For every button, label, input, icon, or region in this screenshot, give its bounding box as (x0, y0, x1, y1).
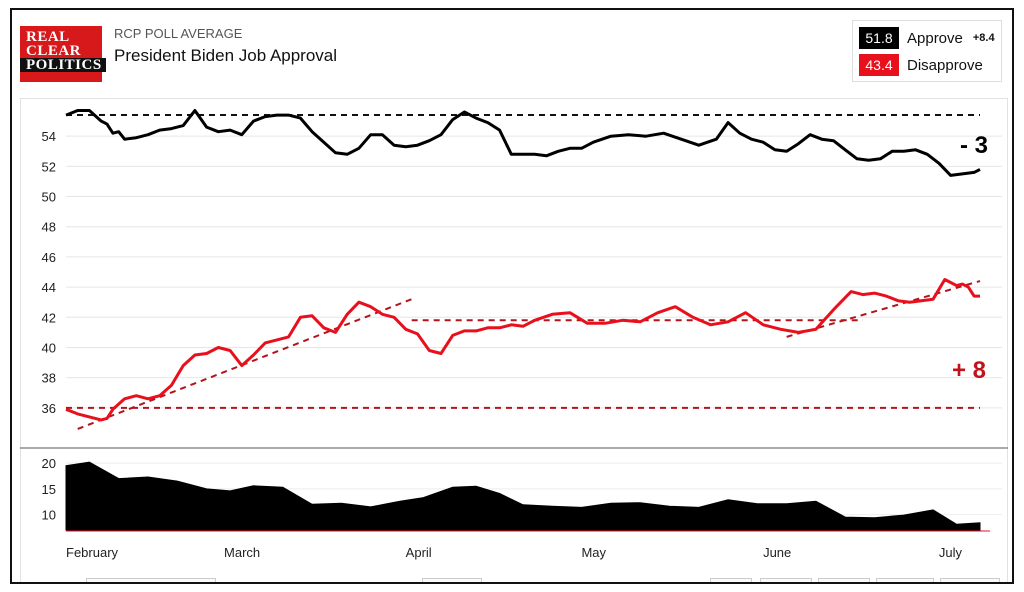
x-axis-labels: February March April May June July (66, 545, 962, 560)
legend-disapprove[interactable]: 43.4 Disapprove (859, 54, 983, 76)
spread-area (65, 461, 981, 531)
annotations: - 3 + 8 (952, 132, 988, 384)
chart-svg[interactable]: 36 38 40 42 44 46 48 50 52 54 10 15 20 February Marc… (12, 10, 1014, 584)
legend: 51.8 Approve +8.4 43.4 Disapprove (852, 20, 1002, 82)
y-tick-label: 52 (42, 159, 56, 174)
annotation: + 8 (952, 357, 986, 384)
spread-value: +8.4 (972, 32, 995, 44)
x-tick-label: February (66, 545, 119, 560)
range-stub[interactable] (422, 578, 482, 582)
y-tick-label: 38 (42, 371, 56, 386)
series-line-approve (65, 109, 981, 177)
series-lines (65, 109, 981, 422)
y-tick-label: 48 (42, 220, 56, 235)
chart-frame: REAL CLEAR POLITICS RCP POLL AVERAGE Pre… (10, 8, 1014, 584)
spread-tick-label: 10 (42, 508, 56, 523)
poll-average-label: RCP POLL AVERAGE (114, 26, 243, 41)
logo-line-2: CLEAR (26, 43, 82, 59)
logo-line-1: REAL (26, 29, 70, 45)
x-tick-label: July (939, 545, 963, 560)
spread-panel: 10 15 20 (20, 447, 1008, 532)
x-tick-label: March (224, 545, 260, 560)
y-tick-label: 54 (42, 129, 56, 144)
zoom-button[interactable] (818, 578, 870, 582)
y-tick-label: 42 (42, 310, 56, 325)
rcp-logo[interactable]: REAL CLEAR POLITICS (20, 26, 106, 82)
zoom-button[interactable] (940, 578, 1000, 582)
zoom-button[interactable] (760, 578, 812, 582)
grid (66, 135, 1002, 409)
series-line-disapprove (65, 278, 980, 422)
spread-tick-label: 15 (42, 482, 56, 497)
trendlines (66, 114, 981, 430)
x-tick-label: April (406, 545, 432, 560)
zoom-button[interactable] (876, 578, 934, 582)
y-tick-label: 46 (42, 250, 56, 265)
logo-line-3: POLITICS (20, 58, 106, 73)
y-tick-label: 36 (42, 401, 56, 416)
x-tick-label: May (581, 545, 606, 560)
legend-approve[interactable]: 51.8 Approve +8.4 (859, 27, 995, 49)
y-tick-label: 40 (42, 340, 56, 355)
zoom-button[interactable] (710, 578, 752, 582)
y-tick-label: 50 (42, 190, 56, 205)
approve-label: Approve (907, 29, 963, 47)
chart-title: President Biden Job Approval (114, 46, 338, 65)
chart-panel (20, 98, 1008, 582)
y-axis-labels: 36 38 40 42 44 46 48 50 52 54 (42, 129, 56, 416)
spread-tick-label: 20 (42, 456, 56, 471)
disapprove-label: Disapprove (907, 56, 983, 74)
annotation: - 3 (960, 132, 988, 159)
y-tick-label: 44 (42, 280, 56, 295)
approve-value: 51.8 (859, 27, 899, 49)
disapprove-value: 43.4 (859, 54, 899, 76)
x-tick-label: June (763, 545, 791, 560)
range-stub[interactable] (86, 578, 216, 582)
